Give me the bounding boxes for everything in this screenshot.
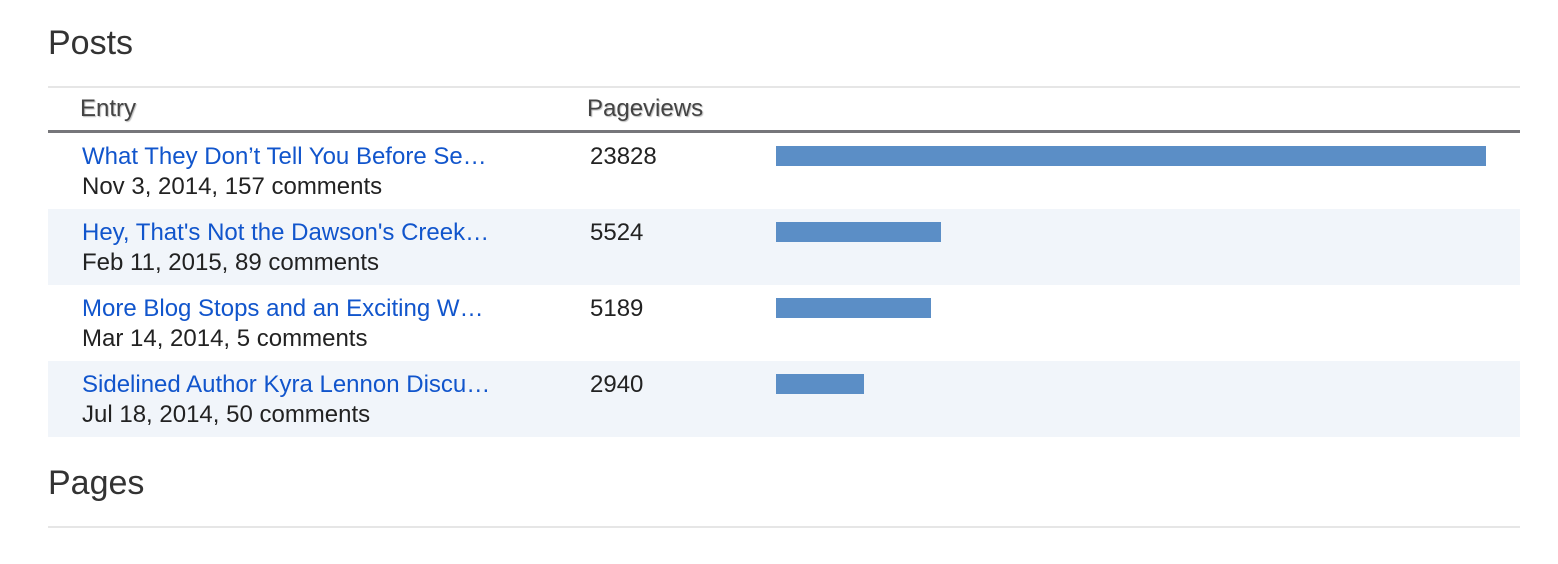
table-row: Hey, That's Not the Dawson's Creek… Feb 1… bbox=[48, 209, 1520, 285]
post-link[interactable]: More Blog Stops and an Exciting W… bbox=[82, 295, 484, 322]
header-rule bbox=[48, 130, 1520, 133]
table-row: Sidelined Author Kyra Lennon Discu… Jul 1… bbox=[48, 361, 1520, 437]
pageview-bar bbox=[776, 222, 941, 242]
pageviews: 5524 bbox=[590, 219, 644, 246]
column-header[interactable]: Pageviews bbox=[587, 95, 704, 122]
pageviews: 23828 bbox=[590, 143, 657, 170]
pageviews: 2940 bbox=[590, 371, 644, 398]
pageview-bar bbox=[776, 298, 931, 318]
post-meta: Nov 3, 2014, 157 comments bbox=[82, 173, 383, 200]
table-row: What They Don’t Tell You Before Se… Nov 3… bbox=[48, 133, 1520, 209]
divider bbox=[48, 526, 1520, 528]
table-row: More Blog Stops and an Exciting W… Mar 14… bbox=[48, 285, 1520, 361]
divider bbox=[48, 86, 1520, 88]
post-meta: Mar 14, 2014, 5 comments bbox=[82, 325, 368, 352]
post-link[interactable]: Sidelined Author Kyra Lennon Discu… bbox=[82, 371, 491, 398]
column-header[interactable]: Entry bbox=[80, 95, 137, 122]
post-meta: Feb 11, 2015, 89 comments bbox=[82, 249, 380, 276]
post-link[interactable]: Hey, That's Not the Dawson's Creek… bbox=[82, 219, 490, 246]
pageview-bar bbox=[776, 374, 864, 394]
post-link[interactable]: What They Don’t Tell You Before Se… bbox=[82, 143, 487, 170]
pageview-bar bbox=[776, 146, 1486, 166]
section-title: Posts bbox=[48, 24, 134, 62]
section-title: Pages bbox=[48, 464, 145, 502]
post-meta: Jul 18, 2014, 50 comments bbox=[82, 401, 371, 428]
pageviews: 5189 bbox=[590, 295, 644, 322]
